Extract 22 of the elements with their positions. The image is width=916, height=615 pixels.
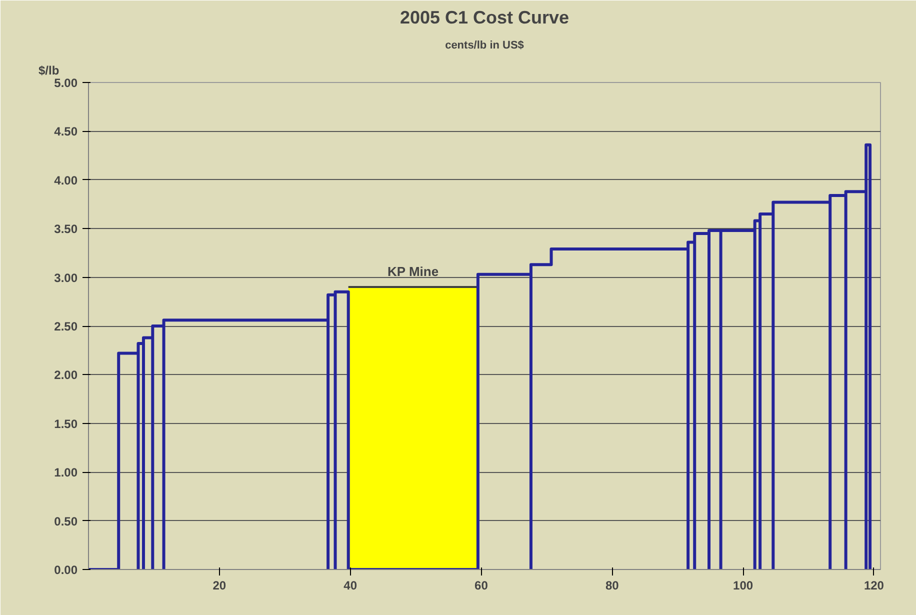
chart-subtitle: cents/lb in US$ [445,40,524,52]
y-tick-label: 4.00 [54,173,78,188]
y-tick-label: 4.50 [54,124,78,139]
y-axis-title: $/lb [38,64,60,78]
y-tick-label: 2.50 [54,320,78,334]
y-tick-label: 3.00 [54,270,78,285]
x-tick-label: 120 [864,578,884,592]
line-series [88,143,872,570]
x-tick-label: 80 [605,578,620,592]
y-tick-label: 1.50 [54,416,78,431]
x-tick-label: 40 [344,578,358,592]
x-tick-label: 60 [474,578,488,592]
annotation: KP Mine [388,264,439,280]
y-tick-label: 2.00 [54,368,78,382]
y-tick-label: 3.50 [54,222,78,236]
y-tick-label: 5.00 [54,76,78,90]
y-tick-label: 0.50 [54,514,78,528]
chart-title: 2005 C1 Cost Curve [400,8,570,28]
y-tick-label: 0.00 [54,563,78,577]
y-tick-label: 1.00 [54,466,78,480]
x-tick-label: 100 [733,578,754,592]
x-tick-label: 20 [212,578,226,592]
